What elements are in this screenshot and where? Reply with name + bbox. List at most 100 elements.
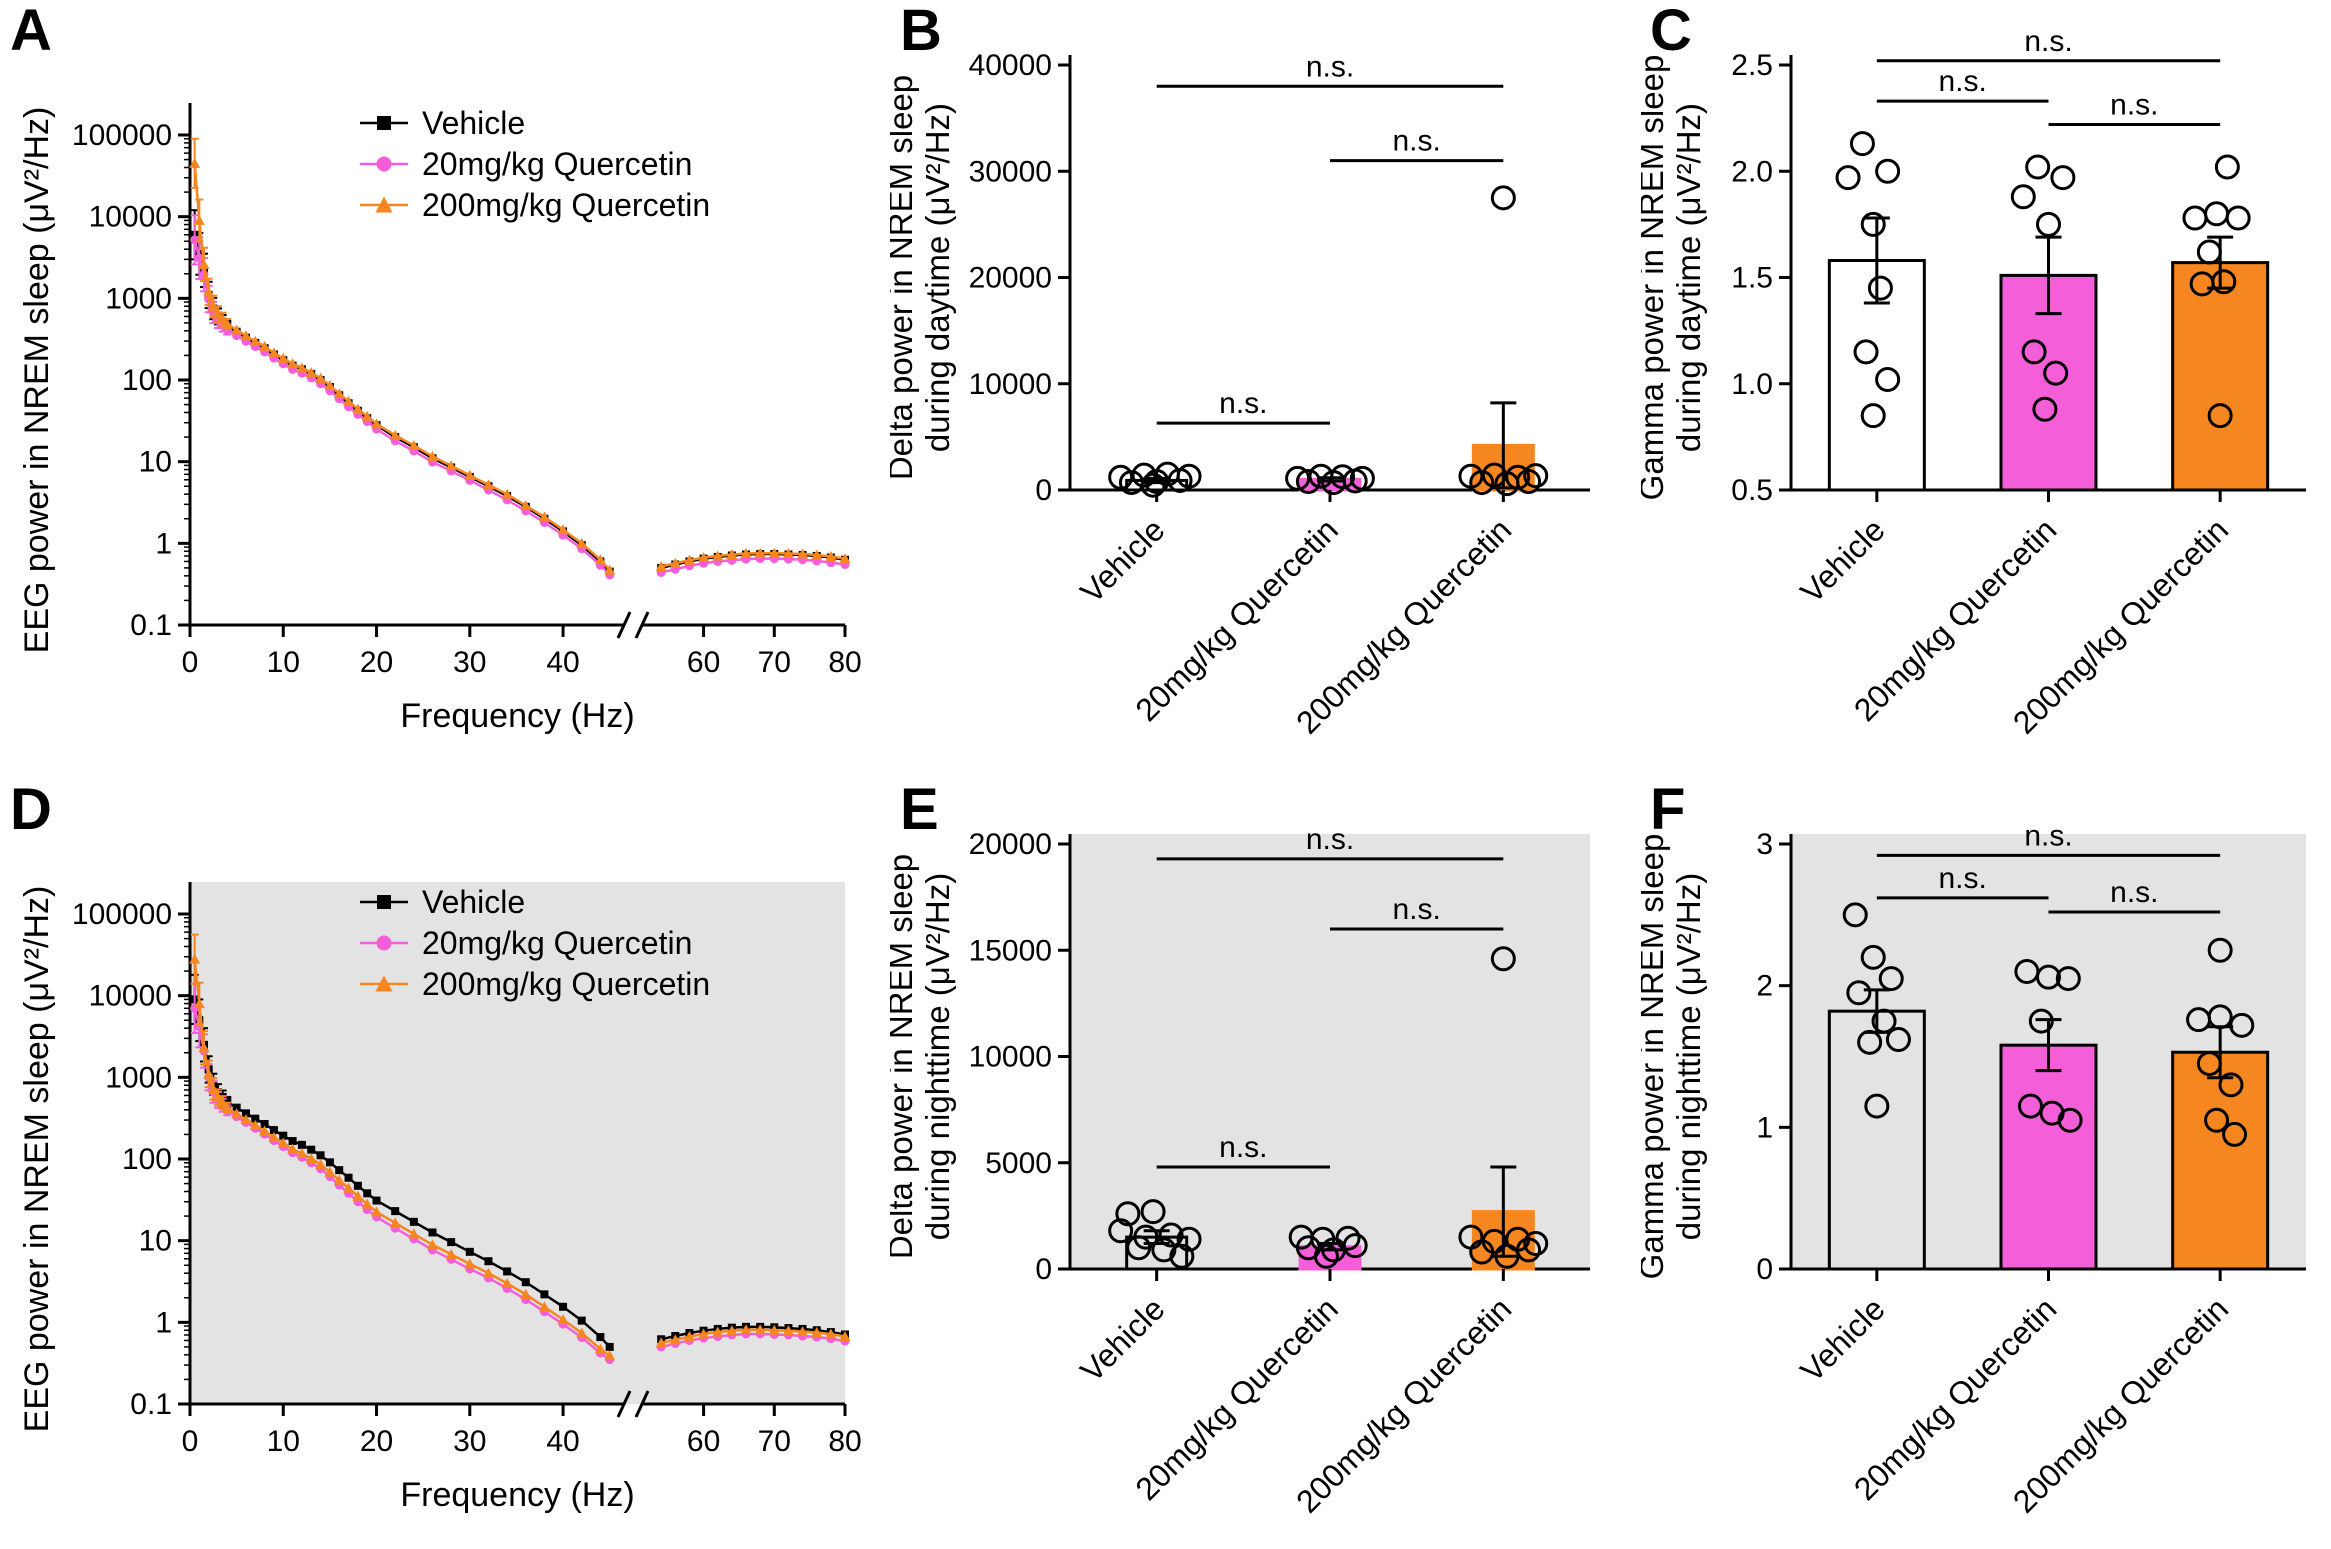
svg-text:1: 1 <box>155 1306 172 1339</box>
svg-text:1000: 1000 <box>105 1061 172 1094</box>
svg-text:20: 20 <box>360 646 393 679</box>
svg-text:40000: 40000 <box>969 49 1052 82</box>
svg-text:0: 0 <box>182 646 199 679</box>
svg-text:Frequency (Hz): Frequency (Hz) <box>400 1476 634 1514</box>
delta-power-daytime-chart: 0 10000 20000 30000 40000 Delta power in NREM… <box>890 49 1590 741</box>
svg-text:during daytime (μV²/Hz): during daytime (μV²/Hz) <box>1670 103 1707 452</box>
panel-letter-a: A <box>10 0 52 63</box>
svg-text:20: 20 <box>360 1425 393 1458</box>
svg-text:EEG power in NREM sleep (μV²/H: EEG power in NREM sleep (μV²/Hz) <box>18 886 56 1433</box>
gamma-power-daytime-chart: 0.5 1.0 1.5 2.0 2.5 Gamma power in NREM sleep… <box>1641 25 2306 741</box>
svg-text:20mg/kg Quercetin: 20mg/kg Quercetin <box>422 146 692 182</box>
svg-text:10000: 10000 <box>969 1041 1052 1074</box>
svg-text:40: 40 <box>546 1425 579 1458</box>
svg-text:n.s.: n.s. <box>2024 819 2072 852</box>
svg-text:n.s.: n.s. <box>2110 89 2158 122</box>
svg-text:n.s.: n.s. <box>1392 893 1440 926</box>
svg-text:n.s.: n.s. <box>1306 50 1354 83</box>
svg-text:0: 0 <box>182 1425 199 1458</box>
svg-text:1: 1 <box>1756 1111 1773 1144</box>
svg-text:40: 40 <box>546 646 579 679</box>
svg-text:10: 10 <box>267 646 300 679</box>
panel-e-delta-power-nighttime: 0 5000 10000 15000 20000 Delta power in NREM … <box>890 779 1630 1549</box>
svg-text:60: 60 <box>687 646 720 679</box>
svg-text:Delta power in NREM sleep: Delta power in NREM sleep <box>890 75 919 480</box>
svg-text:100: 100 <box>122 1143 172 1176</box>
svg-text:2: 2 <box>1756 970 1773 1003</box>
svg-text:10: 10 <box>267 1425 300 1458</box>
svg-text:10000: 10000 <box>89 980 172 1013</box>
panel-d-eeg-spectrum-nighttime: 0.1 1 10 100 1000 10000 100000 0 10 20 30 40 60 70 80 F… <box>0 779 880 1549</box>
svg-text:Gamma power in NREM sleep: Gamma power in NREM sleep <box>1641 834 1670 1280</box>
svg-text:60: 60 <box>687 1425 720 1458</box>
svg-text:15000: 15000 <box>969 934 1052 967</box>
svg-text:n.s.: n.s. <box>1938 862 1986 895</box>
svg-text:10000: 10000 <box>969 368 1052 401</box>
svg-text:30: 30 <box>453 646 486 679</box>
svg-text:Vehicle: Vehicle <box>422 884 525 920</box>
svg-text:10: 10 <box>139 1225 172 1258</box>
svg-text:n.s.: n.s. <box>1392 125 1440 158</box>
svg-text:Vehicle: Vehicle <box>422 105 525 141</box>
svg-text:3: 3 <box>1756 828 1773 861</box>
svg-text:100000: 100000 <box>72 898 172 931</box>
svg-text:during daytime (μV²/Hz): during daytime (μV²/Hz) <box>919 103 956 452</box>
svg-text:0: 0 <box>1756 1253 1773 1286</box>
svg-text:1.0: 1.0 <box>1731 368 1773 401</box>
svg-text:n.s.: n.s. <box>2024 25 2072 58</box>
svg-text:70: 70 <box>758 646 791 679</box>
panel-c-gamma-power-daytime: 0.5 1.0 1.5 2.0 2.5 Gamma power in NREM sleep… <box>1641 0 2331 770</box>
svg-text:30: 30 <box>453 1425 486 1458</box>
svg-text:0: 0 <box>1035 474 1052 507</box>
svg-text:Delta power in NREM sleep: Delta power in NREM sleep <box>890 854 919 1259</box>
svg-text:10000: 10000 <box>89 201 172 234</box>
svg-text:200mg/kg Quercetin: 200mg/kg Quercetin <box>422 966 710 1002</box>
delta-power-nighttime-chart: 0 5000 10000 15000 20000 Delta power in NREM … <box>890 823 1590 1520</box>
svg-text:10: 10 <box>139 446 172 479</box>
panel-letter-b: B <box>900 0 942 63</box>
spectrum-chart-daytime: 0.1 1 10 100 1000 10000 100000 0 10 20 30 40 60 70 80 F… <box>18 103 862 735</box>
svg-text:1.5: 1.5 <box>1731 262 1773 295</box>
svg-text:Vehicle: Vehicle <box>1793 511 1891 609</box>
svg-text:5000: 5000 <box>985 1147 1052 1180</box>
svg-text:n.s.: n.s. <box>1219 387 1267 420</box>
svg-text:Frequency (Hz): Frequency (Hz) <box>400 697 634 735</box>
svg-text:20000: 20000 <box>969 262 1052 295</box>
gamma-power-nighttime-chart: 0 1 2 3 Gamma power in NREM sleep during nigh… <box>1641 819 2306 1520</box>
panel-b-delta-power-daytime: 0 10000 20000 30000 40000 Delta power in NREM… <box>890 0 1630 770</box>
panel-letter-f: F <box>1650 777 1686 842</box>
svg-text:Vehicle: Vehicle <box>1793 1290 1891 1388</box>
svg-text:20mg/kg Quercetin: 20mg/kg Quercetin <box>422 925 692 961</box>
svg-text:80: 80 <box>828 646 861 679</box>
svg-text:200mg/kg Quercetin: 200mg/kg Quercetin <box>422 187 710 223</box>
svg-text:70: 70 <box>758 1425 791 1458</box>
svg-text:EEG power in NREM sleep (μV²/H: EEG power in NREM sleep (μV²/Hz) <box>18 107 56 654</box>
panel-letter-d: D <box>10 777 52 842</box>
svg-text:0.1: 0.1 <box>130 1388 172 1421</box>
svg-text:during nighttime (μV²/Hz): during nighttime (μV²/Hz) <box>1670 873 1707 1240</box>
panel-letter-e: E <box>900 777 939 842</box>
svg-text:0.5: 0.5 <box>1731 474 1773 507</box>
svg-text:0.1: 0.1 <box>130 609 172 642</box>
svg-text:n.s.: n.s. <box>1219 1131 1267 1164</box>
svg-text:Gamma power in NREM sleep: Gamma power in NREM sleep <box>1641 55 1670 501</box>
svg-text:30000: 30000 <box>969 155 1052 188</box>
panel-f-gamma-power-nighttime: 0 1 2 3 Gamma power in NREM sleep during nigh… <box>1641 779 2331 1549</box>
spectrum-chart-nighttime: 0.1 1 10 100 1000 10000 100000 0 10 20 30 40 60 70 80 F… <box>18 882 862 1514</box>
svg-text:1000: 1000 <box>105 282 172 315</box>
svg-text:n.s.: n.s. <box>1938 65 1986 98</box>
svg-text:100000: 100000 <box>72 119 172 152</box>
svg-text:100: 100 <box>122 364 172 397</box>
svg-text:n.s.: n.s. <box>2110 876 2158 909</box>
svg-text:Vehicle: Vehicle <box>1073 511 1171 609</box>
svg-text:20000: 20000 <box>969 828 1052 861</box>
svg-text:1: 1 <box>155 527 172 560</box>
svg-text:80: 80 <box>828 1425 861 1458</box>
panel-a-eeg-spectrum-daytime: 0.1 1 10 100 1000 10000 100000 0 10 20 30 40 60 70 80 F… <box>0 0 880 770</box>
svg-text:0: 0 <box>1035 1253 1052 1286</box>
svg-text:2.0: 2.0 <box>1731 155 1773 188</box>
svg-text:n.s.: n.s. <box>1306 823 1354 856</box>
svg-text:2.5: 2.5 <box>1731 49 1773 82</box>
svg-text:Vehicle: Vehicle <box>1073 1290 1171 1388</box>
